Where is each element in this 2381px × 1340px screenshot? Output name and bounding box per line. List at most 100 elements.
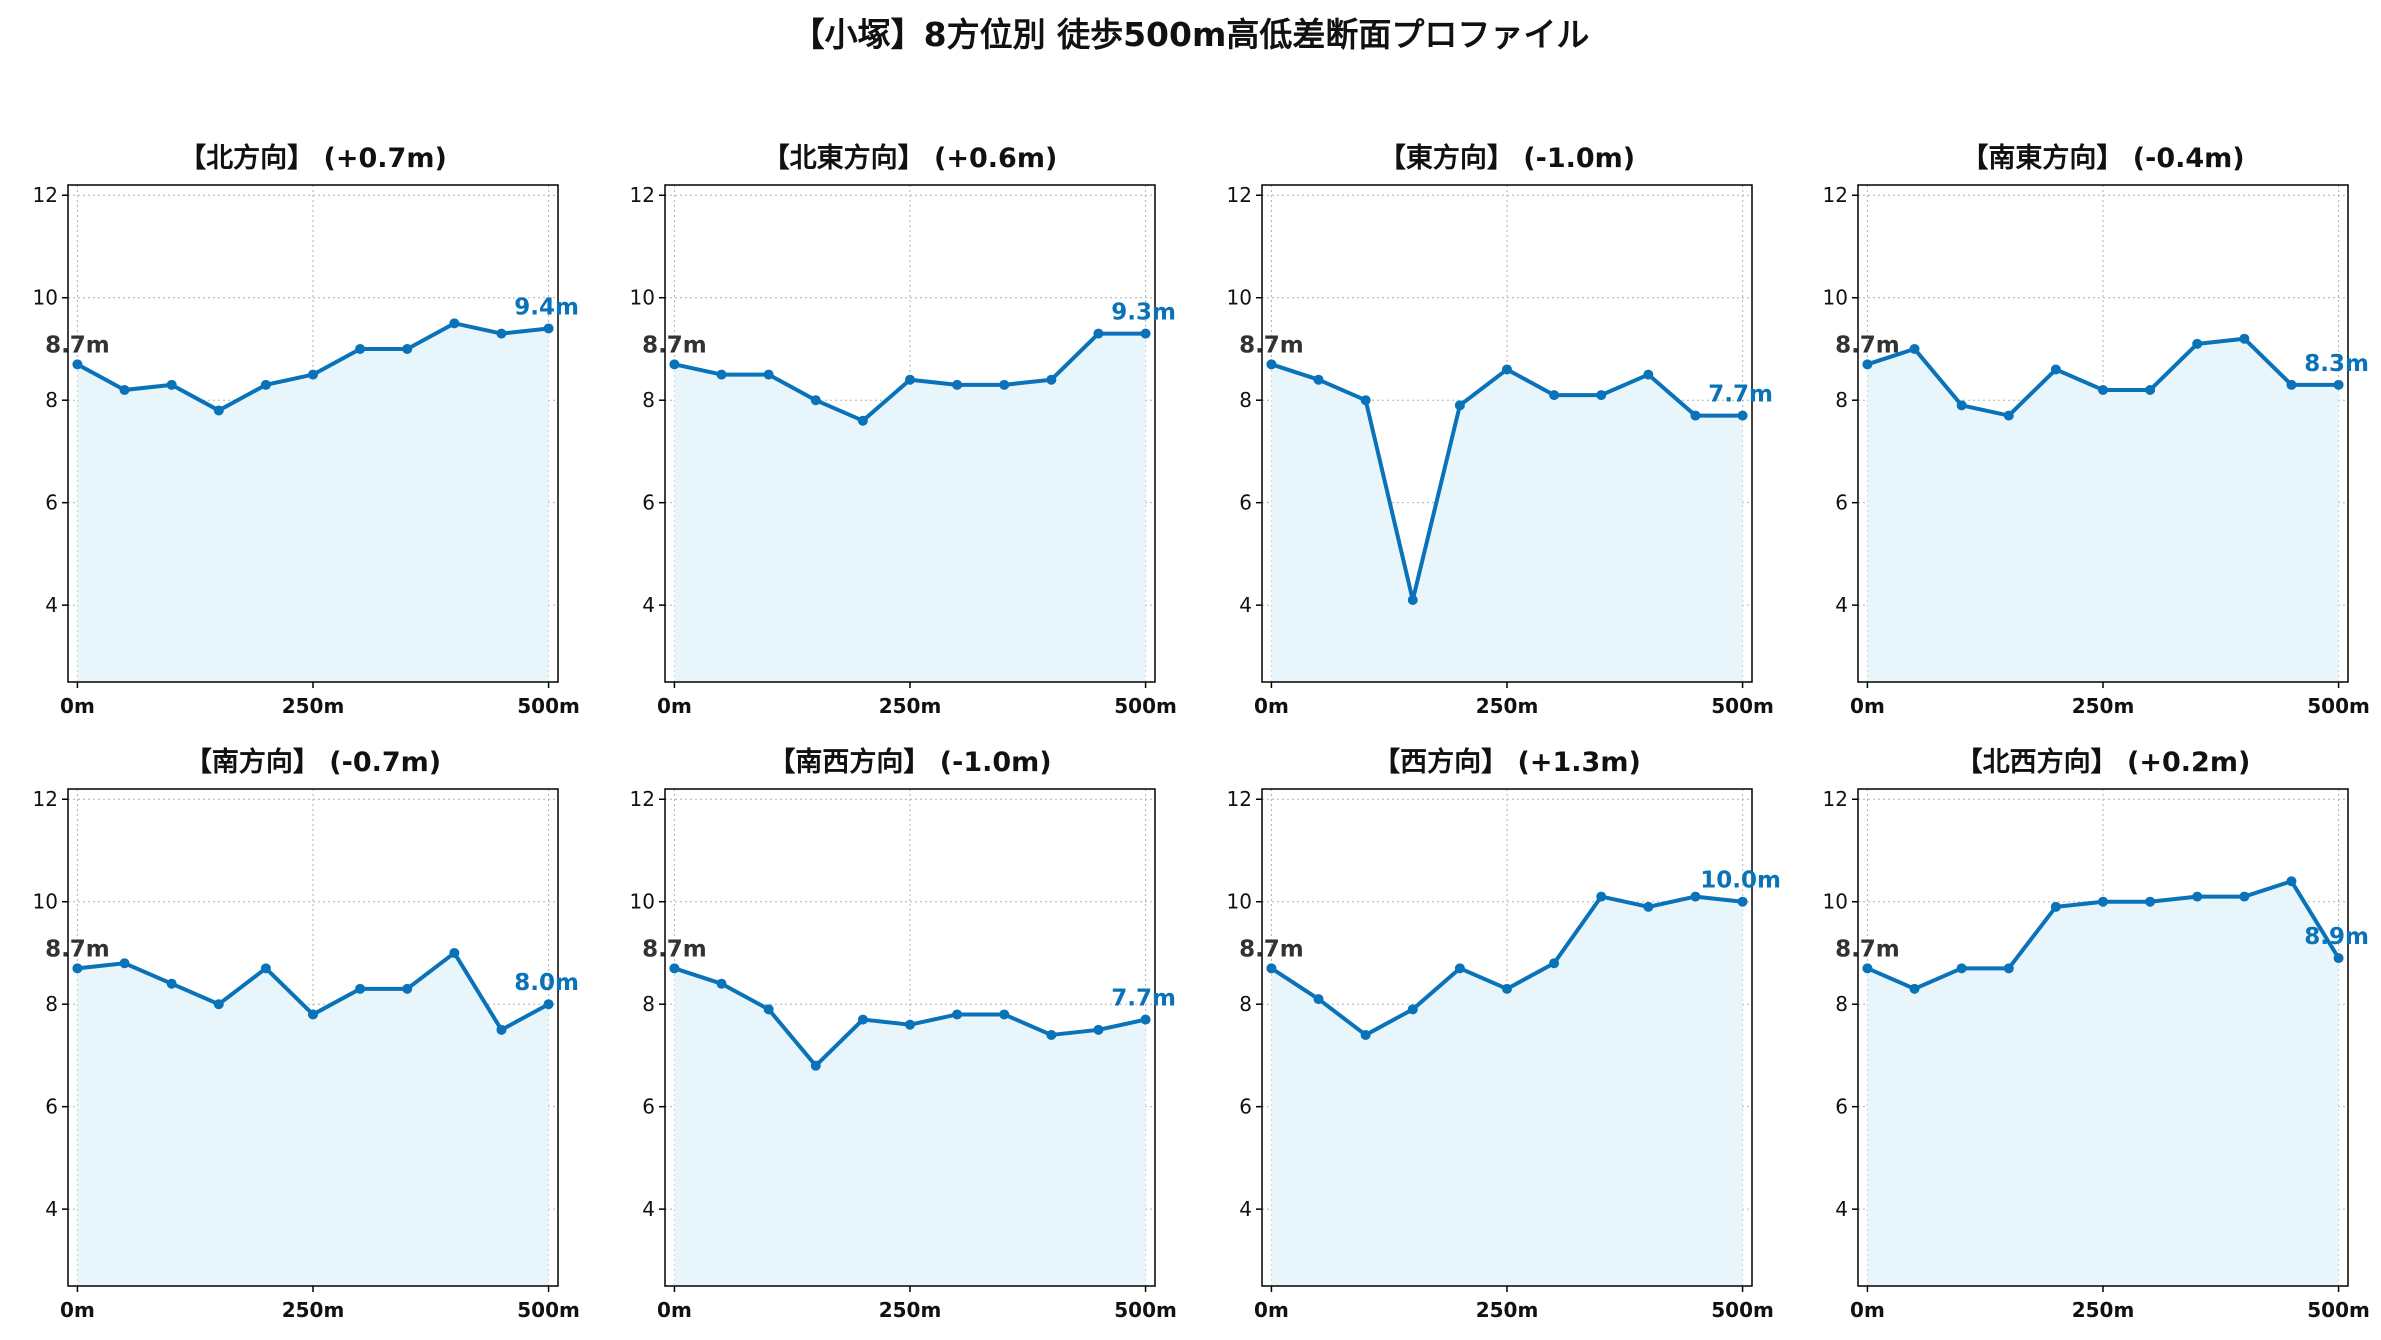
elevation-point: [2098, 896, 2108, 907]
chart-title: 【北東方向】 (+0.6m): [763, 142, 1058, 174]
x-tick-label: 0m: [60, 694, 95, 718]
elevation-point: [1140, 1014, 1151, 1025]
chart-title: 【東方向】 (-1.0m): [1379, 142, 1635, 174]
elevation-point: [260, 963, 271, 974]
elevation-point: [2239, 333, 2250, 344]
end-elevation-label: 10.0m: [1700, 868, 1781, 894]
profile-chart: 【西方向】 (+1.3m) 4 6 8 10 12 0m 250m 500m 8.7m 10.0m: [1227, 746, 1781, 1322]
elevation-point: [2333, 379, 2344, 390]
elevation-point: [449, 947, 460, 958]
y-tick-label: 4: [642, 1197, 655, 1221]
y-tick-label: 4: [1239, 1197, 1252, 1221]
y-tick-label: 4: [45, 593, 58, 617]
elevation-point: [2286, 379, 2297, 390]
profile-chart: 【南東方向】 (-0.4m) 4 6 8 10 12 0m 250m 500m 8.7m 8.3m: [1823, 142, 2370, 718]
elevation-point: [119, 384, 130, 395]
elevation-point: [166, 379, 177, 390]
elevation-point: [119, 958, 130, 969]
chart-title: 【南西方向】 (-1.0m): [768, 746, 1051, 778]
elevation-point: [260, 379, 271, 390]
elevation-point: [1737, 410, 1748, 421]
start-elevation-label: 8.7m: [45, 332, 110, 358]
elevation-point: [543, 323, 554, 334]
y-tick-label: 4: [1239, 593, 1252, 617]
start-elevation-label: 8.7m: [1239, 936, 1304, 962]
end-elevation-label: 9.3m: [1111, 300, 1176, 326]
y-tick-label: 12: [1227, 787, 1252, 811]
elevation-point: [810, 1060, 821, 1071]
elevation-area: [674, 333, 1146, 682]
elevation-point: [72, 359, 83, 370]
elevation-point: [1502, 364, 1512, 375]
elevation-point: [213, 999, 224, 1010]
elevation-area: [1867, 881, 2339, 1286]
elevation-point: [952, 379, 963, 390]
x-tick-label: 0m: [1254, 1298, 1289, 1322]
y-tick-label: 6: [642, 491, 655, 515]
elevation-point: [402, 343, 413, 354]
elevation-point: [810, 395, 821, 406]
x-tick-label: 250m: [2072, 694, 2135, 718]
elevation-point: [1862, 359, 1873, 370]
elevation-area: [77, 952, 549, 1286]
chart-title: 【南東方向】 (-0.4m): [1961, 142, 2244, 174]
x-tick-label: 500m: [1711, 1298, 1774, 1322]
elevation-area: [1271, 896, 1743, 1286]
elevation-point: [213, 405, 224, 416]
elevation-point: [905, 374, 915, 385]
x-tick-label: 250m: [282, 694, 345, 718]
elevation-point: [2192, 891, 2203, 902]
y-tick-label: 6: [1835, 1095, 1848, 1119]
y-tick-label: 12: [1823, 183, 1848, 207]
chart-title: 【北方向】 (+0.7m): [179, 142, 447, 174]
end-elevation-label: 9.4m: [514, 294, 579, 320]
y-tick-label: 10: [1823, 286, 1848, 310]
elevation-area: [1867, 338, 2339, 682]
elevation-point: [2003, 410, 2014, 421]
elevation-point: [2050, 901, 2061, 912]
x-tick-label: 0m: [657, 694, 692, 718]
y-tick-label: 12: [33, 787, 58, 811]
y-tick-label: 8: [642, 388, 655, 412]
elevation-point: [1454, 963, 1465, 974]
y-tick-label: 6: [642, 1095, 655, 1119]
start-elevation-label: 8.7m: [1239, 332, 1304, 358]
x-tick-label: 0m: [1254, 694, 1289, 718]
elevation-point: [1454, 400, 1465, 411]
elevation-point: [999, 1009, 1010, 1020]
elevation-point: [1643, 369, 1654, 380]
elevation-point: [1549, 390, 1560, 401]
elevation-point: [716, 978, 727, 989]
elevation-point: [2286, 876, 2297, 887]
profile-chart: 【北西方向】 (+0.2m) 4 6 8 10 12 0m 250m 500m 8.7m 8.9m: [1823, 746, 2370, 1322]
start-elevation-label: 8.7m: [1835, 936, 1900, 962]
elevation-point: [355, 983, 366, 994]
y-tick-label: 4: [1835, 593, 1848, 617]
elevation-point: [669, 359, 680, 370]
elevation-point: [1737, 896, 1748, 907]
elevation-point: [543, 999, 554, 1010]
elevation-point: [1046, 1029, 1057, 1040]
elevation-point: [2145, 896, 2156, 907]
elevation-point: [2333, 953, 2344, 964]
x-tick-label: 0m: [657, 1298, 692, 1322]
end-elevation-label: 8.9m: [2304, 924, 2369, 950]
x-tick-label: 250m: [282, 1298, 345, 1322]
x-tick-label: 250m: [879, 694, 942, 718]
y-tick-label: 8: [45, 992, 58, 1016]
y-tick-label: 8: [1239, 388, 1252, 412]
elevation-point: [716, 369, 727, 380]
x-tick-label: 0m: [60, 1298, 95, 1322]
elevation-area: [674, 968, 1146, 1286]
elevation-point: [1909, 983, 1920, 994]
end-elevation-label: 7.7m: [1708, 382, 1773, 408]
elevation-point: [2098, 384, 2108, 395]
elevation-point: [496, 1024, 507, 1035]
elevation-point: [1862, 963, 1873, 974]
y-tick-label: 12: [1227, 183, 1252, 207]
chart-title: 【南方向】 (-0.7m): [185, 746, 441, 778]
y-tick-label: 10: [33, 286, 58, 310]
x-tick-label: 500m: [1711, 694, 1774, 718]
profile-chart: 【東方向】 (-1.0m) 4 6 8 10 12 0m 250m 500m 8.7m 7.7m: [1227, 142, 1774, 718]
y-tick-label: 6: [1239, 1095, 1252, 1119]
